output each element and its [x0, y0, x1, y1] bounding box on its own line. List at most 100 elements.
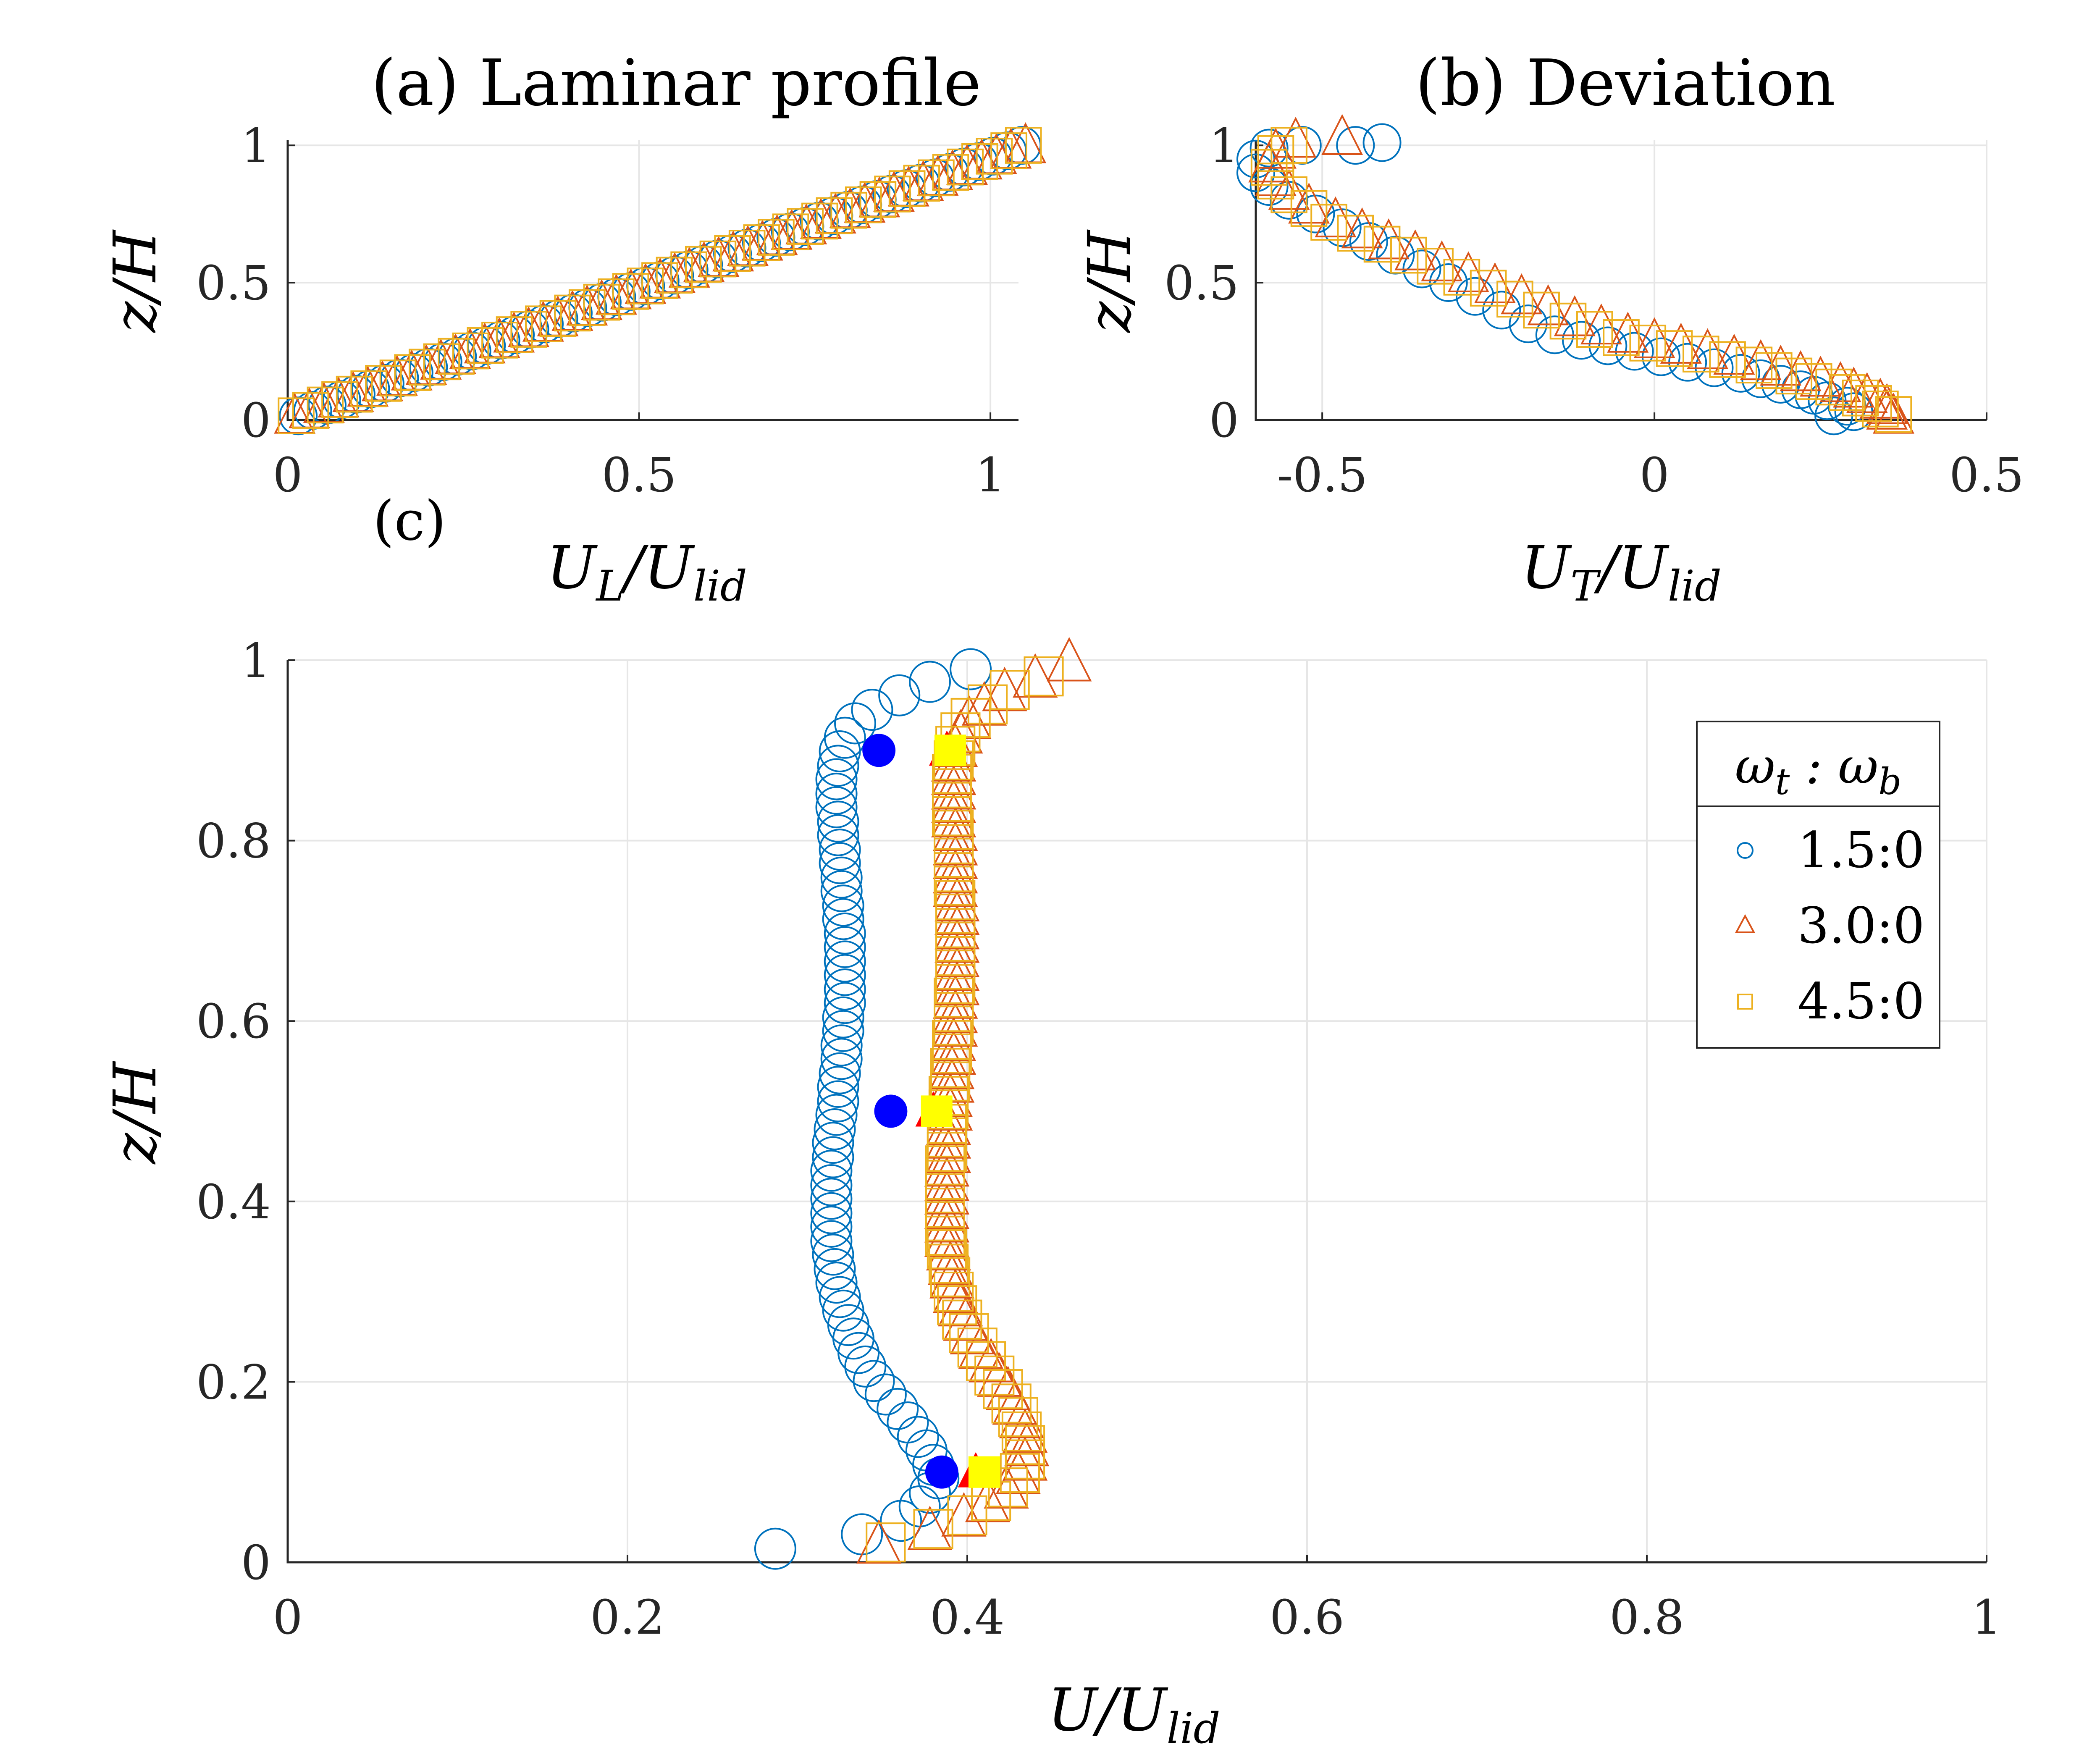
data-point-square	[801, 202, 838, 240]
data-point-circle	[1296, 194, 1335, 234]
data-point-square	[1290, 190, 1328, 227]
data-point-triangle	[958, 1324, 1004, 1369]
data-point-square	[949, 1313, 989, 1354]
data-point-triangle	[1713, 333, 1755, 375]
data-point-square	[1005, 1425, 1045, 1465]
data-point-triangle	[938, 1282, 983, 1327]
data-point-triangle	[931, 765, 976, 810]
data-point-square	[930, 1257, 971, 1297]
data-point-square	[927, 1229, 967, 1270]
x-tick-label: 0.4	[930, 1590, 1005, 1645]
data-point-triangle	[933, 1002, 978, 1047]
data-point-square	[1576, 311, 1613, 348]
x-tick-label: -0.5	[1277, 448, 1368, 503]
data-point-square	[598, 278, 635, 315]
data-point-square	[510, 311, 548, 348]
data-point-square	[787, 208, 824, 245]
panel-c-velocity-profile: (c) 0 0.2 0.4 0.6 0.8 100.20.40.60.81 U/Ulid …	[101, 489, 2002, 1750]
data-point-triangle	[1554, 295, 1596, 336]
panel-b-xlabel: UT/Ulid	[1521, 534, 1722, 611]
data-point-triangle	[1394, 229, 1436, 270]
data-point-triangle	[924, 1184, 970, 1229]
data-point-square	[292, 392, 329, 429]
data-point-circle	[824, 968, 866, 1011]
data-point-square	[350, 370, 388, 407]
data-point-circle	[279, 396, 318, 436]
data-point-circle	[815, 772, 858, 815]
data-point-square	[1862, 391, 1899, 428]
data-point-triangle	[924, 1156, 970, 1201]
y-tick-label: 0.5	[1164, 256, 1239, 311]
data-point-square	[568, 289, 606, 326]
data-point-square	[830, 192, 867, 229]
data-point-circle	[815, 1262, 858, 1304]
data-point-triangle	[1268, 169, 1310, 210]
panel-b-plot-area: -0.5 0 0.5 0 0.5 1	[1164, 114, 2024, 503]
data-point-circle	[817, 1066, 859, 1108]
data-point-circle	[815, 1094, 858, 1136]
data-point-circle	[812, 1136, 854, 1178]
data-point-circle	[822, 1289, 864, 1332]
data-point-square	[947, 1495, 987, 1535]
data-point-square	[525, 305, 562, 342]
data-point-triangle	[1687, 328, 1729, 369]
data-point-triangle	[933, 849, 978, 894]
y-tick-label: 0	[1209, 394, 1239, 448]
data-point-square	[641, 262, 678, 299]
data-point-square	[1656, 330, 1693, 367]
data-point-square	[278, 397, 315, 434]
data-point-square	[1855, 385, 1892, 422]
data-point-square	[961, 143, 998, 180]
data-point-square	[1815, 368, 1852, 406]
data-point-circle	[1429, 263, 1468, 302]
panel-c-ylabel: z/H	[101, 1061, 170, 1165]
legend-marker-circle	[1737, 842, 1754, 859]
data-point-square	[1270, 127, 1307, 164]
legend-entry-1: 1.5:0	[1737, 821, 1925, 879]
data-point-square	[934, 1272, 974, 1312]
data-point-square	[1829, 374, 1866, 411]
data-point-square	[998, 1397, 1038, 1437]
data-point-triangle	[931, 750, 976, 795]
data-point-square	[1337, 215, 1374, 252]
data-point-circle	[812, 1233, 854, 1276]
data-point-square	[496, 316, 533, 353]
panel-b-ylabel: z/H	[1076, 229, 1144, 333]
data-point-circle	[815, 786, 858, 829]
data-point-triangle	[1275, 116, 1317, 158]
data-point-square	[1523, 291, 1560, 329]
data-point-triangle	[934, 890, 980, 935]
data-point-circle	[819, 1276, 861, 1318]
data-point-square	[888, 170, 926, 207]
x-tick-label: 1	[1971, 1590, 2001, 1645]
x-tick-label: 0.5	[601, 448, 676, 503]
data-point-circle	[814, 1248, 856, 1290]
legend-box	[1696, 721, 1940, 1049]
data-point-triangle	[931, 1016, 976, 1061]
data-point-circle	[887, 1401, 929, 1444]
legend-label-1: 1.5:0	[1798, 821, 1925, 879]
data-point-circle	[822, 898, 864, 940]
data-point-square	[1756, 352, 1793, 389]
data-point-square	[379, 359, 417, 396]
data-point-square	[1735, 346, 1773, 384]
x-tick-label: 1	[975, 448, 1005, 503]
legend-entry-3: 4.5:0	[1737, 972, 1925, 1030]
data-point-circle	[817, 814, 859, 856]
data-point-triangle	[985, 1366, 1031, 1411]
data-point-square	[583, 283, 620, 321]
data-point-triangle	[1047, 637, 1092, 682]
data-point-square	[1549, 302, 1587, 340]
data-point-triangle	[1859, 378, 1901, 419]
data-point-circle	[822, 996, 864, 1039]
data-point-circle	[1456, 277, 1494, 316]
data-point-triangle	[968, 1338, 1014, 1383]
data-point-triangle	[924, 1212, 970, 1257]
data-point-triangle	[933, 821, 978, 866]
y-tick-label: 0.2	[196, 1355, 271, 1410]
data-point-circle	[817, 1080, 859, 1123]
data-point-square	[925, 1145, 966, 1186]
data-point-triangle	[1368, 218, 1410, 260]
x-tick-label: 0.2	[590, 1590, 665, 1645]
